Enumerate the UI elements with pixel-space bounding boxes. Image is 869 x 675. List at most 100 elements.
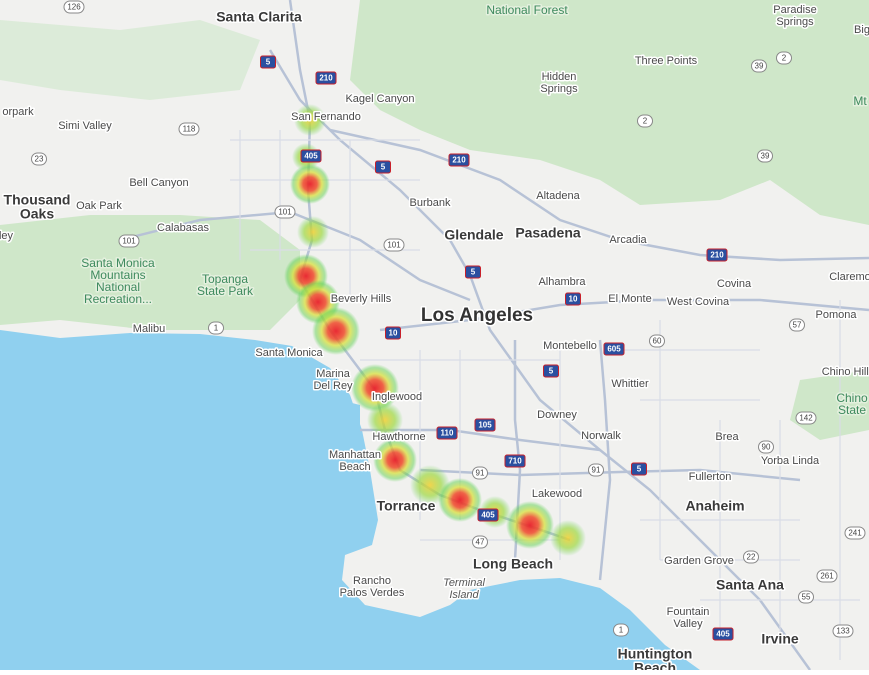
shield bbox=[178, 122, 200, 136]
shield bbox=[208, 321, 224, 335]
shield-label: 261 bbox=[820, 572, 834, 581]
shield-label: 47 bbox=[476, 538, 485, 547]
shield bbox=[613, 623, 629, 637]
place-label: Long Beach bbox=[473, 556, 553, 572]
shield bbox=[776, 51, 792, 65]
shield-label: 91 bbox=[476, 469, 485, 478]
shield-label: 55 bbox=[802, 593, 811, 602]
shield-label: 22 bbox=[747, 553, 756, 562]
shield-label: 2 bbox=[643, 117, 648, 126]
shield bbox=[274, 205, 296, 219]
place-label: Santa Clarita bbox=[216, 9, 302, 25]
place-label: orpark bbox=[2, 106, 34, 118]
place-label: Simi Valley bbox=[58, 120, 112, 132]
place-label: Claremo bbox=[829, 271, 869, 283]
place-label: ley bbox=[0, 230, 14, 242]
place-label: Chino bbox=[836, 391, 868, 405]
place-label: Garden Grove bbox=[664, 555, 734, 567]
place-label: Topanga bbox=[202, 272, 248, 286]
place-label: Santa Monica bbox=[255, 347, 323, 359]
shield-label: 210 bbox=[452, 156, 466, 165]
shield bbox=[798, 590, 814, 604]
shield bbox=[757, 149, 773, 163]
place-label: Santa Monica bbox=[81, 256, 155, 270]
shield-label: 210 bbox=[319, 74, 333, 83]
place-label: Hawthorne bbox=[372, 431, 425, 443]
shield bbox=[465, 265, 481, 279]
shield-label: 710 bbox=[508, 457, 522, 466]
place-label: Glendale bbox=[444, 227, 503, 243]
place-label: Anaheim bbox=[685, 498, 744, 514]
shield-label: 23 bbox=[35, 155, 44, 164]
place-label: Brea bbox=[715, 431, 739, 443]
place-label: Beach bbox=[634, 660, 676, 670]
shield bbox=[844, 526, 866, 540]
place-label: Springs bbox=[540, 83, 578, 95]
place-label: Rancho bbox=[353, 575, 391, 587]
shield bbox=[31, 152, 47, 166]
place-label: Burbank bbox=[410, 197, 451, 209]
shield-label: 142 bbox=[799, 414, 813, 423]
place-label: Terminal bbox=[443, 577, 485, 589]
shield bbox=[477, 508, 499, 522]
place-label: Three Points bbox=[635, 55, 698, 67]
shield-label: 1 bbox=[619, 626, 624, 635]
place-label: Del Rey bbox=[313, 380, 353, 392]
shield bbox=[712, 627, 734, 641]
place-label: Torrance bbox=[377, 498, 436, 514]
place-label: Recreation... bbox=[84, 292, 152, 306]
shield bbox=[543, 364, 559, 378]
place-label: Lakewood bbox=[532, 488, 582, 500]
place-label: Montebello bbox=[543, 340, 597, 352]
shield bbox=[637, 114, 653, 128]
place-label: Mountains bbox=[90, 268, 145, 282]
place-label: Chino Hills bbox=[822, 366, 869, 378]
shield bbox=[832, 624, 854, 638]
place-label: Pomona bbox=[816, 309, 858, 321]
place-label: Valley bbox=[673, 618, 703, 630]
shield bbox=[436, 426, 458, 440]
place-label: National Forest bbox=[486, 3, 568, 17]
shield bbox=[588, 463, 604, 477]
shield-label: 91 bbox=[592, 466, 601, 475]
shield bbox=[758, 440, 774, 454]
shield bbox=[118, 234, 140, 248]
shield bbox=[63, 0, 85, 14]
place-label: Paradise bbox=[773, 4, 816, 16]
shield bbox=[260, 55, 276, 69]
place-label: Oaks bbox=[20, 206, 54, 222]
place-label: Marina bbox=[316, 368, 351, 380]
shield-label: 5 bbox=[471, 268, 476, 277]
shield-label: 101 bbox=[387, 241, 401, 250]
place-label: Beverly Hills bbox=[331, 293, 392, 305]
shield-label: 10 bbox=[389, 329, 398, 338]
place-label: San Fernando bbox=[291, 111, 361, 123]
place-label: Los Angeles bbox=[421, 305, 533, 326]
place-label: Thousand bbox=[4, 192, 71, 208]
shield-label: 101 bbox=[278, 208, 292, 217]
shield-label: 210 bbox=[710, 251, 724, 260]
shield-label: 90 bbox=[762, 443, 771, 452]
shield bbox=[751, 59, 767, 73]
shield-label: 60 bbox=[653, 337, 662, 346]
place-label: Kagel Canyon bbox=[345, 93, 414, 105]
shield bbox=[375, 160, 391, 174]
place-label: Whittier bbox=[611, 378, 649, 390]
shield-label: 1 bbox=[214, 324, 219, 333]
shield-label: 105 bbox=[478, 421, 492, 430]
place-label: State Park bbox=[197, 284, 254, 298]
place-label: Yorba Linda bbox=[761, 455, 820, 467]
place-label: Fullerton bbox=[689, 471, 732, 483]
place-label: Malibu bbox=[133, 323, 165, 335]
place-label: Covina bbox=[717, 278, 752, 290]
place-label: Springs bbox=[776, 16, 814, 28]
shield-label: 39 bbox=[755, 62, 764, 71]
shield-label: 133 bbox=[836, 627, 850, 636]
marina bbox=[340, 400, 360, 430]
place-label: Oak Park bbox=[76, 200, 122, 212]
place-label: Manhattan bbox=[329, 449, 381, 461]
place-label: Big bbox=[854, 24, 869, 36]
place-label: Irvine bbox=[761, 631, 799, 647]
